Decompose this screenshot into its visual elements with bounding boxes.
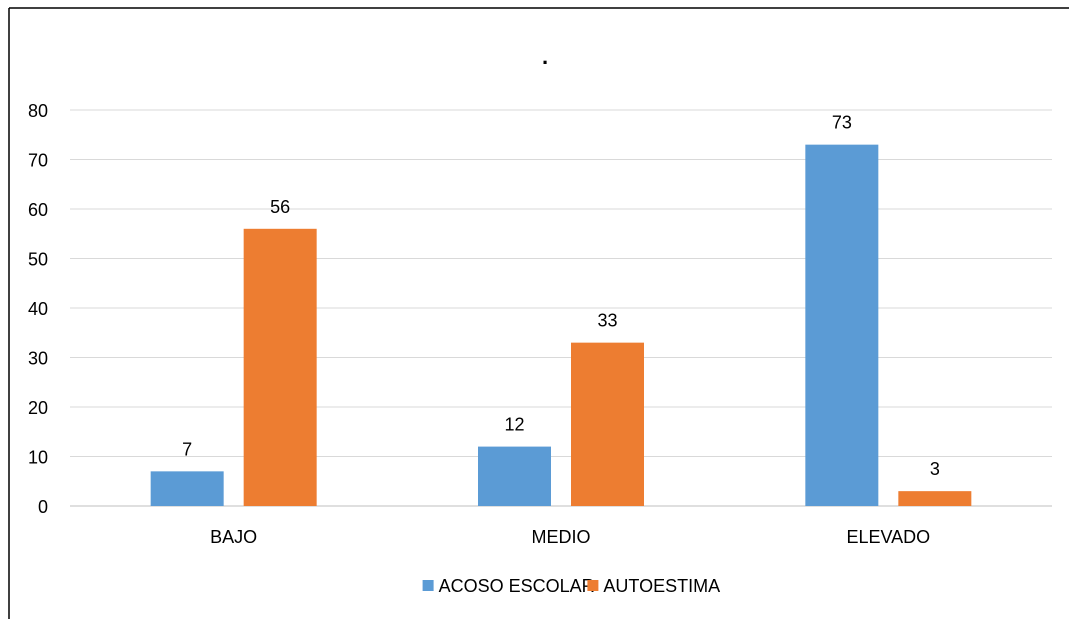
y-tick-label: 30	[28, 349, 48, 369]
y-tick-label: 50	[28, 250, 48, 270]
x-tick-label: ELEVADO	[846, 527, 930, 547]
bar-medio-series-1	[571, 342, 644, 506]
chart-title: .	[542, 44, 548, 69]
data-label: 7	[182, 439, 192, 459]
y-tick-label: 10	[28, 448, 48, 468]
y-tick-label: 60	[28, 200, 48, 220]
data-label: 73	[832, 113, 852, 133]
y-tick-label: 20	[28, 398, 48, 418]
y-tick-label: 80	[28, 101, 48, 121]
x-axis: BAJO MEDIO ELEVADO	[210, 527, 930, 547]
bar-bajo-series-1	[243, 228, 317, 507]
x-tick-label: BAJO	[210, 527, 257, 547]
data-label: 33	[597, 311, 617, 331]
gridlines	[70, 109, 1052, 507]
bar-elevado-series-0	[805, 144, 879, 506]
bars	[150, 144, 972, 507]
legend-swatch	[587, 580, 599, 591]
y-tick-label: 70	[28, 151, 48, 171]
data-labels: 7 56 12 33 73 3	[182, 113, 940, 480]
bar-elevado-series-1	[898, 491, 972, 506]
data-label: 12	[504, 415, 524, 435]
legend-label: AUTOESTIMA	[603, 576, 720, 596]
y-axis: 0 10 20 30 40 50 60 70 80	[28, 101, 48, 517]
x-tick-label: MEDIO	[531, 527, 590, 547]
bar-medio-series-0	[478, 446, 551, 506]
y-tick-label: 0	[38, 497, 48, 517]
bar-bajo-series-0	[150, 471, 224, 506]
data-label: 3	[930, 459, 940, 479]
legend-swatch	[422, 580, 434, 591]
data-label: 56	[270, 197, 290, 217]
y-tick-label: 40	[28, 299, 48, 319]
legend-label: ACOSO ESCOLAR	[439, 576, 595, 596]
legend: ACOSO ESCOLAR AUTOESTIMA	[422, 576, 720, 596]
